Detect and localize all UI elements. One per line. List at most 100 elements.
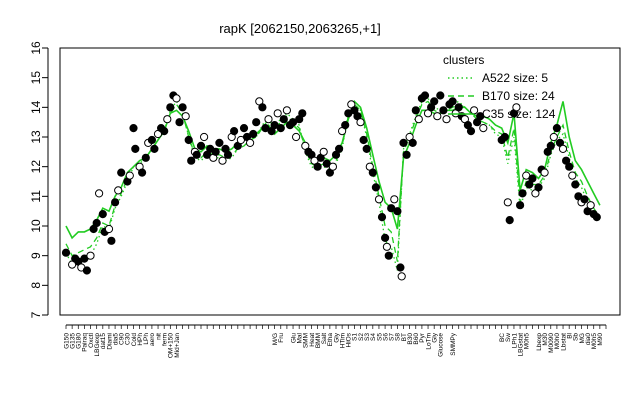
data-point bbox=[129, 124, 138, 133]
data-point bbox=[439, 106, 448, 115]
x-tick-label: C30 bbox=[125, 333, 132, 345]
data-point bbox=[466, 127, 476, 136]
data-point bbox=[448, 97, 457, 106]
data-point bbox=[319, 147, 328, 156]
data-point bbox=[138, 168, 147, 177]
data-point bbox=[192, 150, 201, 159]
x-tick-label: Fru bbox=[278, 333, 285, 343]
data-point bbox=[592, 213, 601, 222]
data-point bbox=[282, 106, 291, 115]
data-point bbox=[328, 162, 337, 171]
data-point bbox=[131, 144, 140, 153]
data-point bbox=[390, 195, 399, 204]
data-point bbox=[147, 135, 156, 145]
data-point bbox=[368, 168, 377, 177]
data-point bbox=[273, 109, 282, 118]
x-tick-label: dat15 bbox=[100, 333, 107, 350]
data-point bbox=[104, 224, 114, 234]
data-point bbox=[264, 115, 273, 124]
data-point bbox=[396, 263, 405, 272]
x-tick-label: Sb bbox=[573, 333, 580, 341]
x-tick-label: Bl bbox=[566, 332, 573, 338]
data-point bbox=[580, 195, 589, 204]
x-tick-label: LBGstat bbox=[517, 333, 524, 357]
x-tick-label: Etha bbox=[327, 333, 334, 347]
data-point bbox=[565, 162, 574, 171]
data-point bbox=[377, 213, 387, 222]
y-tick-label: 14 bbox=[29, 100, 43, 114]
data-point bbox=[512, 103, 521, 112]
y-tick-label: 13 bbox=[29, 130, 43, 144]
x-tick-label: M30 bbox=[542, 333, 549, 346]
legend-label: A522 size: 5 bbox=[482, 71, 548, 85]
data-point bbox=[117, 168, 126, 177]
data-point bbox=[374, 195, 384, 204]
data-point bbox=[98, 210, 107, 219]
data-point bbox=[276, 124, 285, 133]
x-tick-label: nit bbox=[155, 333, 162, 340]
data-point bbox=[476, 112, 485, 121]
chart-title: rapK [2062150,2063265,+1] bbox=[219, 21, 381, 36]
x-tick-label: M0h0 bbox=[554, 333, 561, 350]
data-point bbox=[184, 135, 193, 145]
x-tick-label: SMMPy bbox=[450, 332, 457, 356]
data-point bbox=[397, 272, 406, 281]
data-point bbox=[586, 201, 595, 210]
data-point bbox=[239, 124, 249, 133]
x-tick-label: dia5 bbox=[112, 333, 119, 346]
data-point bbox=[503, 198, 512, 207]
data-point bbox=[196, 141, 206, 150]
y-tick-label: 16 bbox=[29, 41, 43, 55]
x-tick-label: Lbexp bbox=[536, 333, 543, 351]
data-point bbox=[279, 115, 288, 124]
y-tick-label: 10 bbox=[29, 219, 43, 233]
data-point bbox=[341, 121, 350, 130]
x-tick-label: S4 bbox=[370, 333, 377, 341]
data-point bbox=[408, 138, 417, 147]
x-tick-label: G135 bbox=[69, 333, 76, 349]
data-point bbox=[246, 138, 255, 147]
data-point bbox=[160, 127, 169, 136]
data-point bbox=[558, 144, 568, 153]
data-point bbox=[223, 150, 233, 159]
series-layer bbox=[65, 97, 601, 271]
data-point bbox=[549, 132, 558, 142]
data-point bbox=[470, 106, 479, 115]
data-point bbox=[298, 109, 307, 118]
x-tick-label: OM+150 bbox=[168, 333, 175, 358]
x-tick-label: Lbstat bbox=[560, 333, 567, 351]
data-point bbox=[172, 94, 181, 103]
x-tick-label: C90 bbox=[119, 333, 126, 345]
y-tick-label: 15 bbox=[29, 71, 43, 85]
x-tick-label: M0h5 bbox=[591, 333, 598, 350]
data-point bbox=[552, 124, 562, 133]
data-point bbox=[359, 135, 368, 145]
data-point bbox=[215, 138, 224, 147]
data-point bbox=[454, 103, 463, 112]
data-point bbox=[402, 150, 411, 159]
data-point bbox=[516, 201, 525, 210]
data-point bbox=[399, 138, 408, 147]
data-point bbox=[252, 118, 261, 127]
x-tick-label: ferm bbox=[161, 333, 168, 346]
x-tick-label: Glu bbox=[290, 333, 297, 344]
data-point bbox=[292, 132, 301, 142]
x-tick-label: BT bbox=[401, 333, 408, 341]
data-point bbox=[166, 103, 175, 112]
x-tick-label: G150 bbox=[63, 333, 70, 349]
data-point bbox=[249, 129, 258, 139]
x-tick-label: aero bbox=[149, 333, 156, 346]
legend-label: C35 size: 124 bbox=[482, 107, 556, 121]
x-tick-label: Heat bbox=[309, 333, 316, 347]
x-tick-label: Pairaq bbox=[82, 333, 89, 352]
data-point bbox=[211, 147, 220, 156]
data-point bbox=[442, 115, 451, 124]
data-point bbox=[141, 153, 150, 162]
legend: clusters A522 size: 5 B170 size: 24 C35 si… bbox=[443, 53, 556, 121]
data-point bbox=[114, 186, 123, 195]
x-tick-label: SMM bbox=[303, 333, 310, 348]
x-tick-label: Pyr bbox=[419, 332, 426, 343]
legend-label: B170 size: 24 bbox=[482, 89, 555, 103]
y-tick-label: 9 bbox=[29, 252, 43, 259]
